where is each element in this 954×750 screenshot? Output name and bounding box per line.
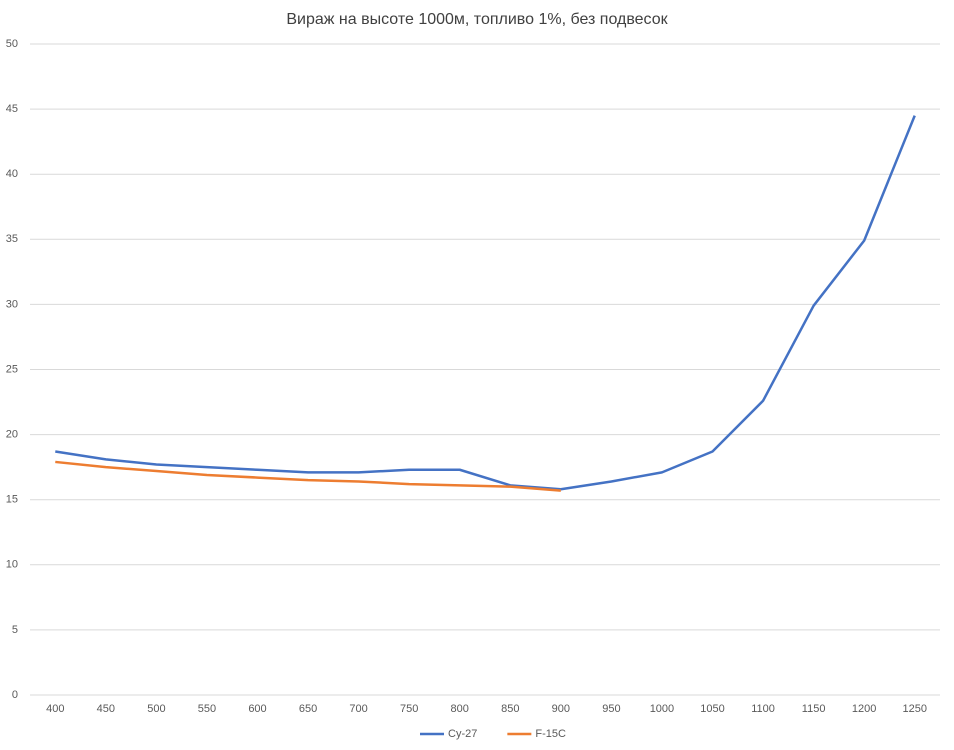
series-line bbox=[55, 460, 561, 492]
x-tick-label: 700 bbox=[349, 703, 367, 715]
x-tick-label: 1000 bbox=[650, 703, 674, 715]
x-tick-label: 950 bbox=[602, 703, 620, 715]
series-line bbox=[55, 115, 916, 491]
x-tick-label: 850 bbox=[501, 703, 519, 715]
y-tick-label: 0 bbox=[12, 689, 18, 701]
x-tick-label: 500 bbox=[147, 703, 165, 715]
x-tick-label: 900 bbox=[552, 703, 570, 715]
y-tick-label: 30 bbox=[6, 298, 18, 310]
y-tick-label: 15 bbox=[6, 494, 18, 506]
y-tick-label: 45 bbox=[6, 103, 18, 115]
x-tick-label: 1250 bbox=[902, 703, 926, 715]
x-tick-label: 750 bbox=[400, 703, 418, 715]
x-tick-label: 1150 bbox=[802, 703, 826, 715]
x-tick-label: 1050 bbox=[700, 703, 724, 715]
x-tick-label: 800 bbox=[451, 703, 469, 715]
x-tick-label: 400 bbox=[46, 703, 64, 715]
y-tick-label: 25 bbox=[6, 363, 18, 375]
x-tick-label: 1100 bbox=[751, 703, 775, 715]
legend-label: Су-27 bbox=[448, 728, 477, 740]
legend-label: F-15C bbox=[535, 728, 566, 740]
y-tick-label: 5 bbox=[12, 624, 18, 636]
y-tick-label: 35 bbox=[6, 233, 18, 245]
x-tick-label: 1200 bbox=[852, 703, 876, 715]
y-tick-label: 40 bbox=[6, 168, 18, 180]
y-tick-label: 20 bbox=[6, 429, 18, 441]
x-tick-label: 650 bbox=[299, 703, 317, 715]
y-tick-label: 10 bbox=[6, 559, 18, 571]
x-tick-label: 550 bbox=[198, 703, 216, 715]
x-tick-label: 450 bbox=[97, 703, 115, 715]
x-tick-label: 600 bbox=[248, 703, 266, 715]
chart-title: Вираж на высоте 1000м, топливо 1%, без п… bbox=[286, 11, 668, 28]
y-tick-label: 50 bbox=[6, 38, 18, 50]
